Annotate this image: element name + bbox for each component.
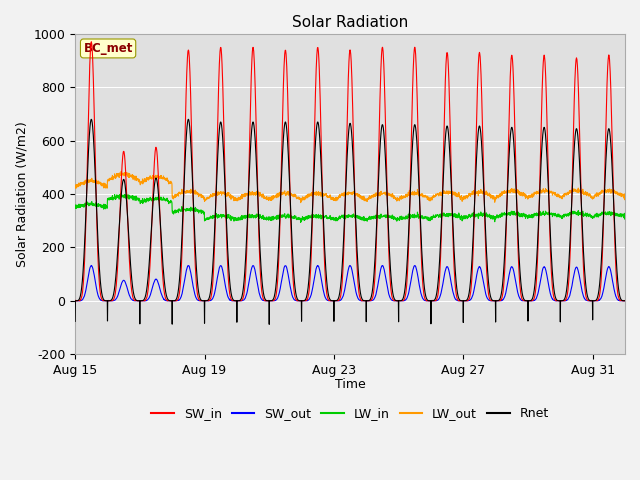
Legend: SW_in, SW_out, LW_in, LW_out, Rnet: SW_in, SW_out, LW_in, LW_out, Rnet <box>147 402 554 425</box>
Title: Solar Radiation: Solar Radiation <box>292 15 408 30</box>
Text: BC_met: BC_met <box>83 42 132 55</box>
X-axis label: Time: Time <box>335 378 365 391</box>
Y-axis label: Solar Radiation (W/m2): Solar Radiation (W/m2) <box>15 121 28 267</box>
